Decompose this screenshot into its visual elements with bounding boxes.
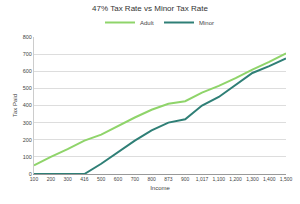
svg-text:400: 400 — [23, 102, 32, 108]
svg-text:600: 600 — [23, 68, 32, 74]
svg-text:700: 700 — [23, 51, 32, 57]
svg-text:200: 200 — [47, 176, 56, 182]
svg-text:0: 0 — [29, 171, 32, 177]
svg-text:500: 500 — [23, 85, 32, 91]
svg-text:300: 300 — [63, 176, 72, 182]
svg-text:300: 300 — [23, 120, 32, 126]
svg-text:500: 500 — [97, 176, 106, 182]
svg-text:Minor: Minor — [199, 20, 214, 26]
svg-text:Adult: Adult — [140, 20, 154, 26]
svg-text:100: 100 — [23, 154, 32, 160]
svg-text:700: 700 — [131, 176, 140, 182]
svg-text:200: 200 — [23, 137, 32, 143]
svg-text:Income: Income — [150, 185, 170, 191]
svg-text:900: 900 — [181, 176, 190, 182]
svg-text:47% Tax Rate vs Minor Tax Rate: 47% Tax Rate vs Minor Tax Rate — [92, 4, 208, 13]
svg-text:1,200: 1,200 — [229, 176, 242, 182]
svg-text:800: 800 — [147, 176, 156, 182]
svg-text:600: 600 — [114, 176, 123, 182]
svg-text:1,400: 1,400 — [263, 176, 276, 182]
svg-text:100: 100 — [30, 176, 39, 182]
svg-text:1,100: 1,100 — [213, 176, 226, 182]
svg-text:873: 873 — [164, 176, 173, 182]
svg-text:1,500: 1,500 — [280, 176, 293, 182]
svg-text:1,300: 1,300 — [246, 176, 259, 182]
svg-text:Tax Paid: Tax Paid — [12, 94, 18, 117]
svg-text:800: 800 — [23, 34, 32, 40]
svg-text:416: 416 — [80, 176, 89, 182]
svg-text:1,017: 1,017 — [196, 176, 209, 182]
